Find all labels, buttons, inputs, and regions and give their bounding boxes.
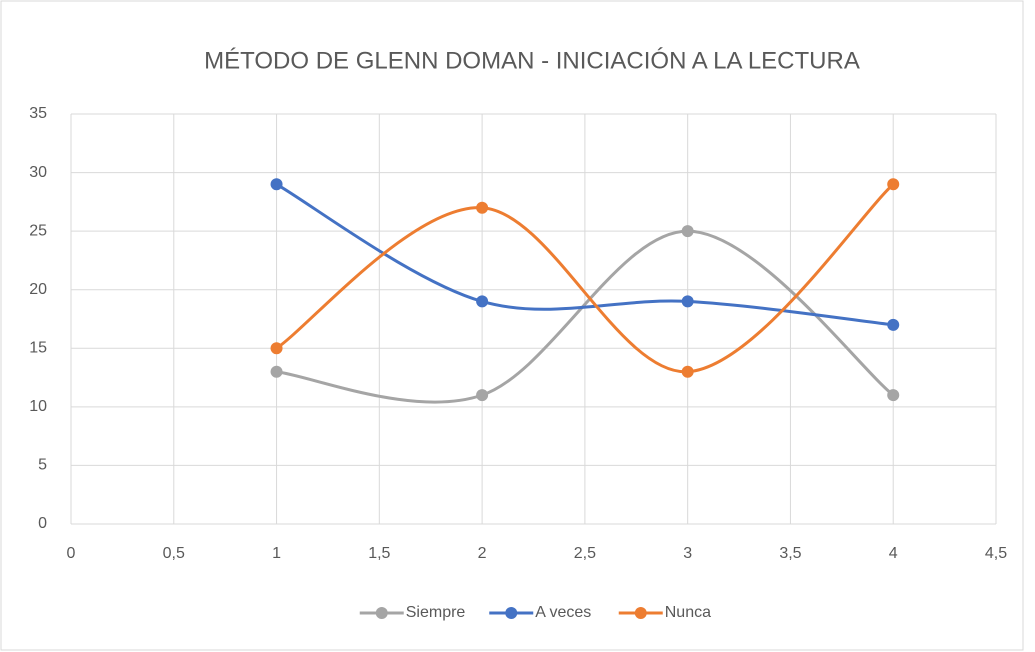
data-point bbox=[887, 389, 900, 402]
legend-marker bbox=[505, 607, 518, 619]
x-tick-label: 4 bbox=[889, 545, 898, 562]
x-tick-label: 2,5 bbox=[574, 545, 596, 562]
data-point bbox=[270, 365, 283, 378]
y-tick-label: 35 bbox=[29, 105, 47, 122]
x-tick-label: 1,5 bbox=[368, 545, 390, 562]
data-point bbox=[887, 318, 900, 331]
data-point bbox=[681, 295, 694, 308]
x-tick-label: 1 bbox=[272, 545, 281, 562]
x-tick-label: 0,5 bbox=[163, 545, 185, 562]
data-point bbox=[681, 225, 694, 238]
x-tick-label: 4,5 bbox=[985, 545, 1007, 562]
x-tick-label: 0 bbox=[67, 545, 76, 562]
legend-label: Siempre bbox=[406, 604, 466, 621]
series-line bbox=[275, 182, 895, 374]
legend-marker bbox=[375, 607, 388, 619]
chart-title: MÉTODO DE GLENN DOMAN - INICIACIÓN A LA … bbox=[204, 47, 860, 74]
y-tick-label: 15 bbox=[29, 340, 47, 357]
y-tick-label: 25 bbox=[29, 222, 47, 239]
x-tick-label: 3 bbox=[683, 545, 692, 562]
y-tick-label: 30 bbox=[29, 164, 47, 181]
data-point bbox=[887, 178, 900, 191]
y-tick-label: 0 bbox=[38, 515, 47, 532]
y-tick-label: 20 bbox=[29, 281, 47, 298]
data-point bbox=[270, 178, 283, 191]
series-line bbox=[275, 229, 895, 404]
data-point bbox=[476, 201, 489, 214]
y-tick-label: 5 bbox=[38, 457, 47, 474]
y-tick-label: 10 bbox=[29, 398, 47, 415]
series-line bbox=[275, 182, 895, 327]
data-point bbox=[270, 342, 283, 355]
data-point bbox=[681, 365, 694, 378]
x-tick-label: 3,5 bbox=[779, 545, 801, 562]
legend-label: A veces bbox=[535, 604, 591, 621]
legend-marker bbox=[634, 607, 647, 619]
legend-label: Nunca bbox=[665, 604, 711, 621]
data-point bbox=[476, 295, 489, 308]
data-point bbox=[476, 389, 489, 402]
x-tick-label: 2 bbox=[478, 545, 487, 562]
